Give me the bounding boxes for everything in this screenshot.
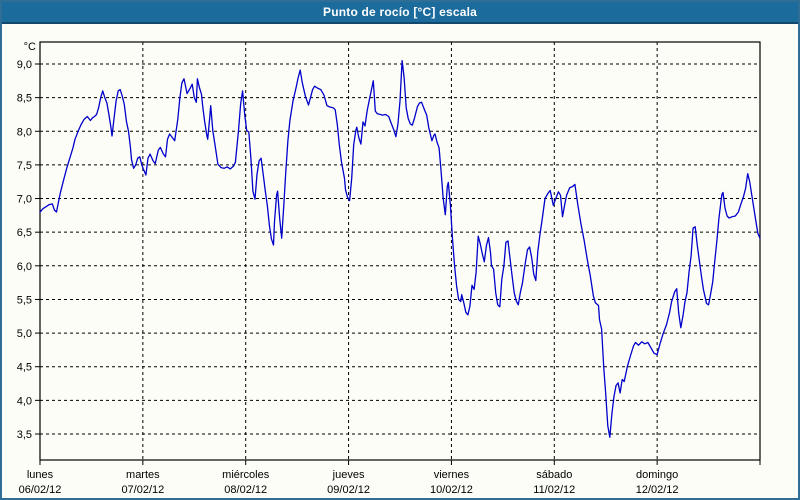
y-axis-tick-label: 3,5 [17,429,32,441]
y-axis-tick-label: 5,0 [17,328,32,340]
x-axis-date-label: 12/02/12 [636,484,679,496]
y-axis-tick-label: 9,0 [17,59,32,71]
dew-point-line-chart: 9,0 8,5 8,0 7,5 7,0 6,5 6,0 5,5 5,0 4,5 4,0 3,5 °C lu… [17,41,761,496]
x-axis-day-label: domingo [636,469,678,481]
x-axis-day-label: lunes [27,469,54,481]
y-axis-tick-label: 6,5 [17,227,32,239]
y-axis-unit-label: °C [24,41,36,53]
y-axis-tick-label: 5,5 [17,294,32,306]
x-axis-day-label: martes [126,469,160,481]
window-title: Punto de rocío [°C] escala [322,5,478,19]
x-axis-day-label: miércoles [222,469,270,481]
y-axis-tick-label: 7,5 [17,160,32,172]
y-axis-tick-label: 8,5 [17,93,32,105]
x-axis-day-label: viernes [434,469,470,481]
y-axis-tick-label: 4,5 [17,362,32,374]
y-axis-tick-label: 4,0 [17,395,32,407]
x-axis-date-label: 06/02/12 [19,484,62,496]
y-axis-tick-label: 7,0 [17,194,32,206]
x-axis-date-label: 08/02/12 [224,484,267,496]
x-axis-day-label: sábado [536,469,572,481]
x-axis-date-label: 07/02/12 [121,484,164,496]
x-axis-date-label: 09/02/12 [327,484,370,496]
x-axis-day-label: jueves [332,469,365,481]
x-axis-date-label: 10/02/12 [430,484,473,496]
plot-border [39,41,761,461]
y-axis-tick-label: 6,0 [17,261,32,273]
dew-point-series-line [39,59,761,438]
title-bar: Punto de rocío [°C] escala [2,2,798,24]
y-axis-tick-label: 8,0 [17,126,32,138]
x-axis-date-label: 11/02/12 [533,484,575,496]
